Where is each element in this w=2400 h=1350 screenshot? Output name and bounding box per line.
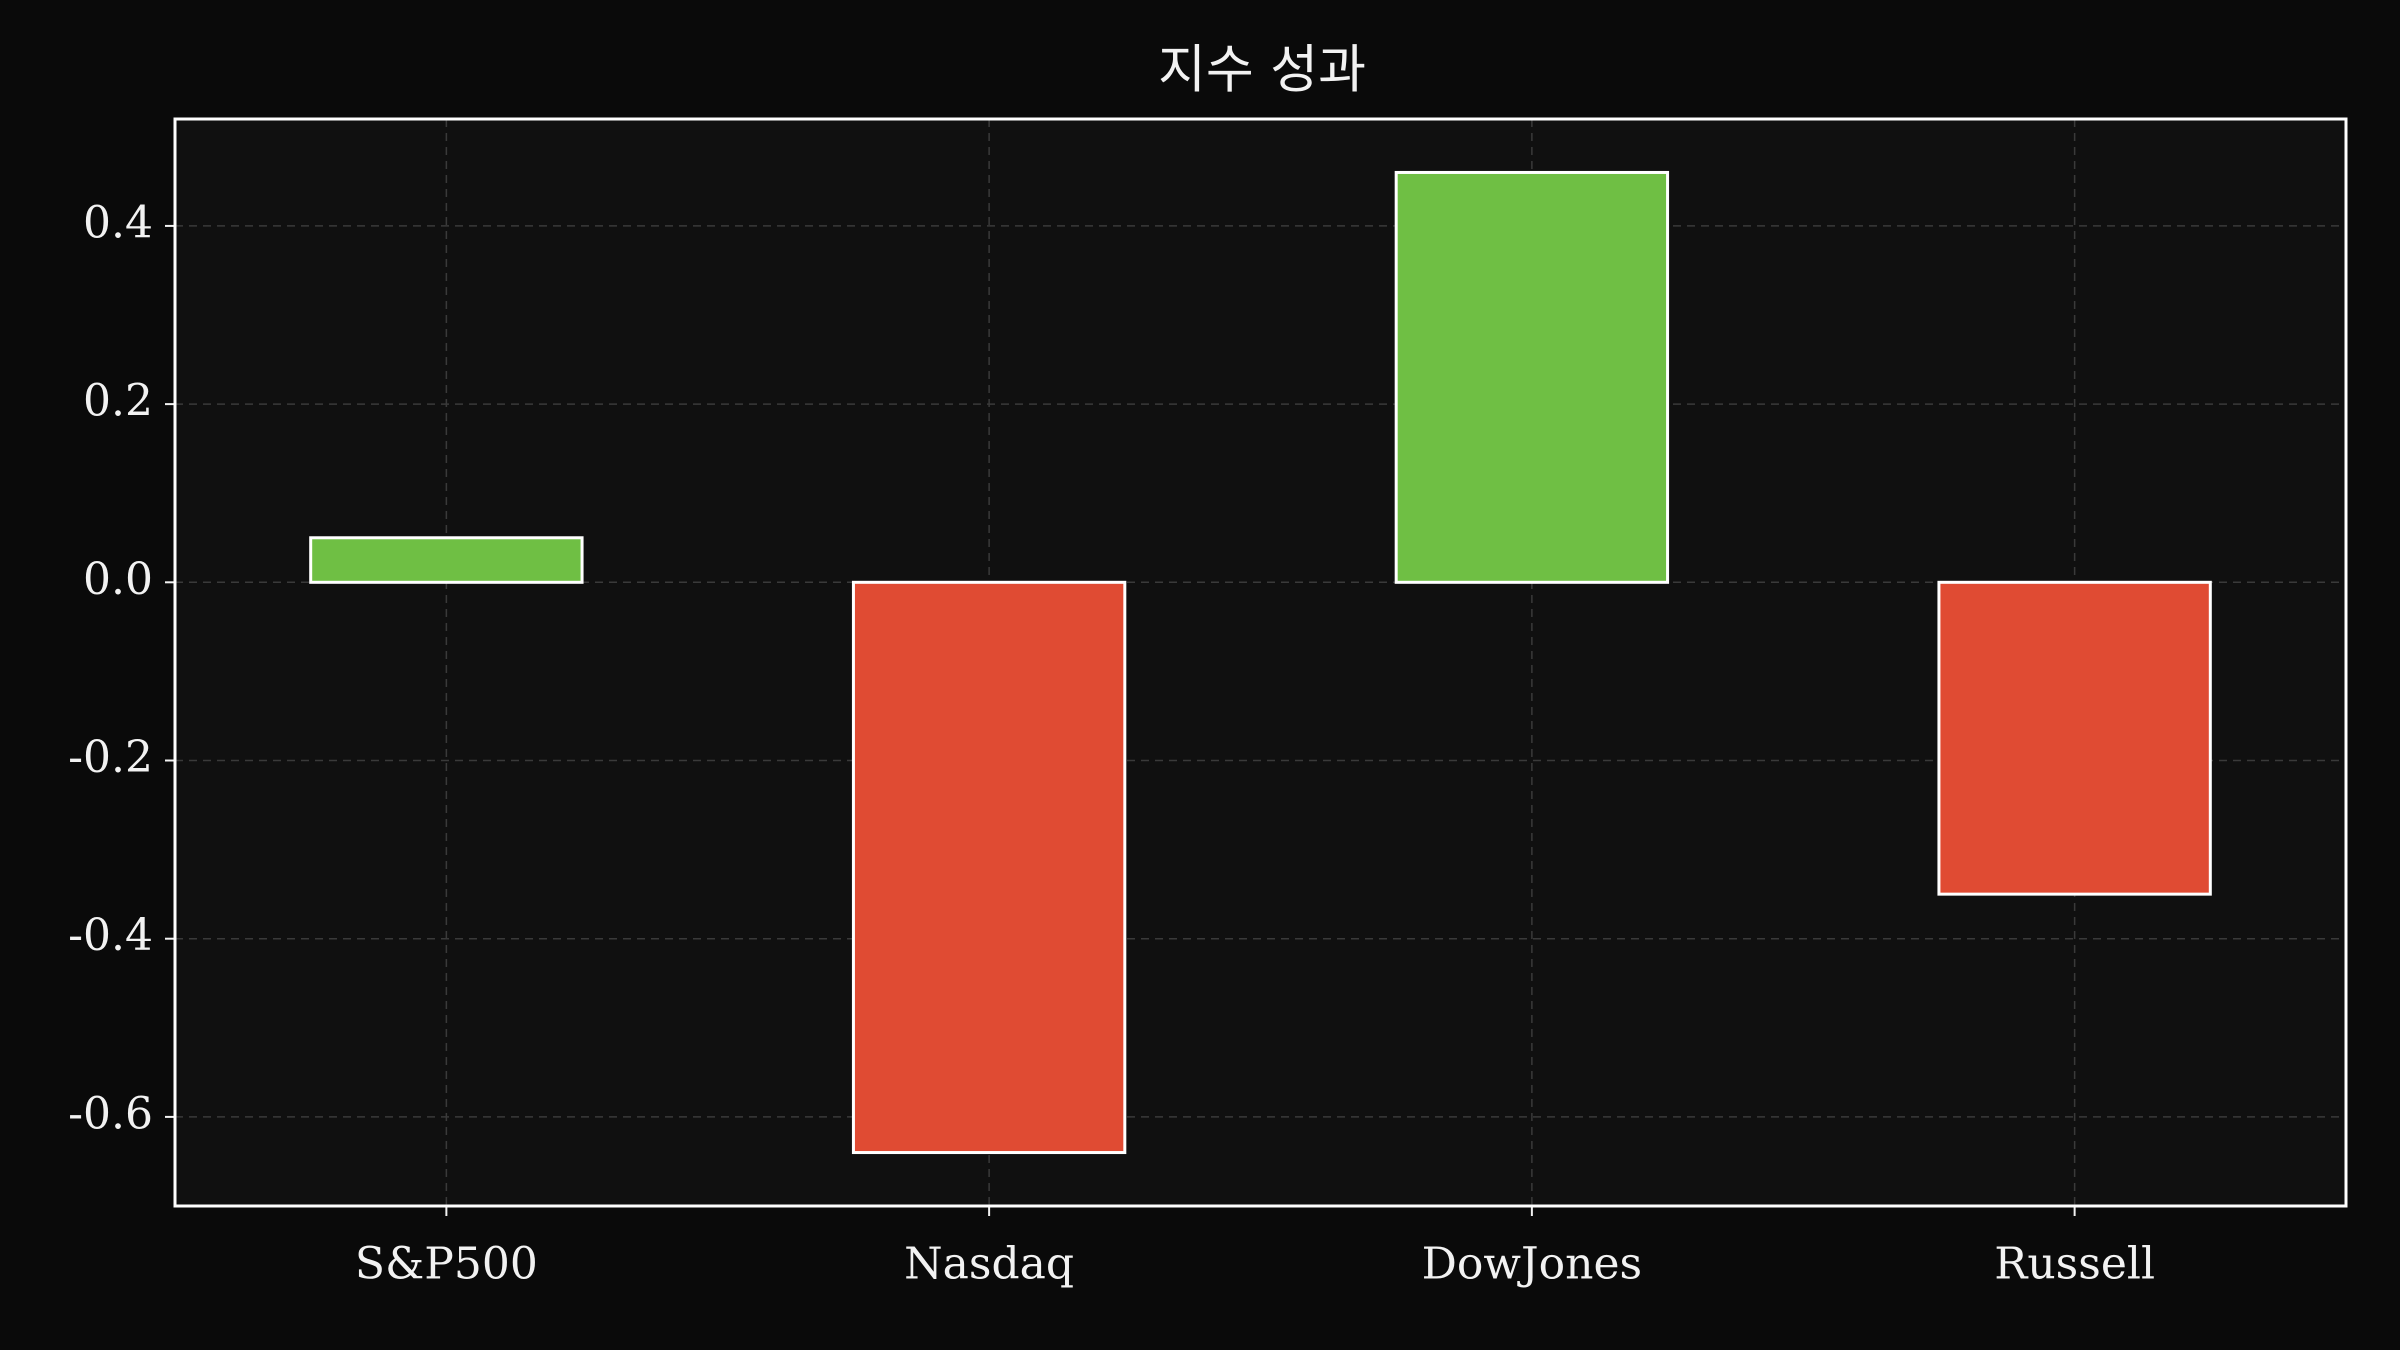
x-tick-label: Russell <box>1994 1239 2155 1290</box>
y-tick-label: -0.2 <box>68 732 153 783</box>
x-tick-label: Nasdaq <box>904 1239 1074 1290</box>
plot-frame <box>173 117 2348 1208</box>
y-tick-label: -0.4 <box>68 910 153 961</box>
y-tick-label: 0.4 <box>83 197 153 248</box>
y-tick-label: 0.0 <box>83 554 153 605</box>
bar <box>309 536 584 584</box>
bar <box>851 580 1127 1155</box>
x-tick-label: S&P500 <box>355 1239 538 1290</box>
y-tick-label: -0.6 <box>68 1088 153 1139</box>
x-tick-label: DowJones <box>1422 1239 1643 1290</box>
chart-title: 지수 성과 <box>1158 41 1366 101</box>
bar <box>1937 580 2212 896</box>
bar <box>1394 170 1670 584</box>
y-tick-label: 0.2 <box>83 376 153 427</box>
